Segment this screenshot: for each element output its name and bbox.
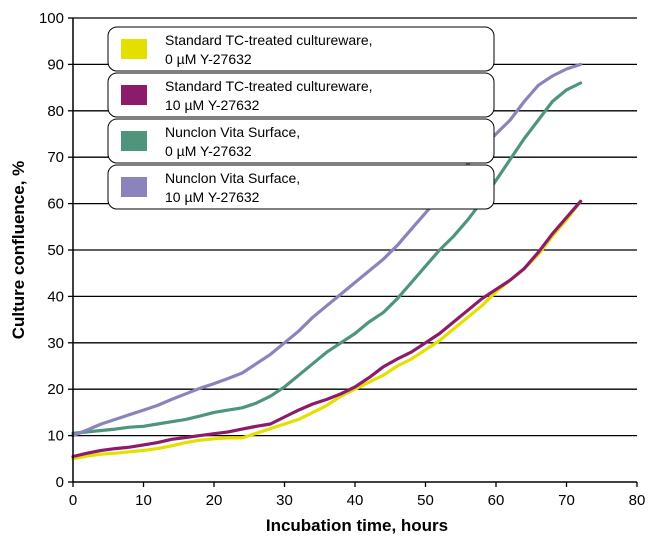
- legend: Standard TC-treated cultureware, 0 µM Y-2…: [107, 26, 495, 210]
- legend-box: [107, 72, 495, 118]
- x-tick-label: 60: [488, 492, 505, 509]
- tick-labels: 0 10 20 30 40 50 60 70 80 90 100 0 10 20 30 40 50 60 70 80: [39, 10, 645, 509]
- x-tick-label: 80: [629, 492, 646, 509]
- y-tick-label: 90: [47, 56, 64, 73]
- legend-box: [107, 26, 495, 72]
- legend-swatch: [121, 177, 147, 197]
- series-layer: [71, 62, 583, 461]
- legend-label: Standard TC-treated cultureware,: [165, 78, 373, 94]
- x-axis-label: Incubation time, hours: [266, 516, 448, 535]
- y-tick-label: 0: [56, 474, 64, 491]
- y-tick-label: 80: [47, 103, 64, 120]
- y-tick-label: 30: [47, 335, 64, 352]
- x-tick-label: 30: [276, 492, 293, 509]
- legend-swatch: [121, 39, 147, 59]
- y-tick-label: 40: [47, 288, 64, 305]
- legend-label-line2: 0 µM Y-27632: [165, 51, 252, 67]
- legend-swatch: [121, 85, 147, 105]
- legend-box: [107, 164, 495, 210]
- legend-label: Nunclon Vita Surface,: [165, 170, 300, 186]
- y-tick-label: 50: [47, 242, 64, 259]
- x-tick-label: 70: [558, 492, 575, 509]
- legend-label: Standard TC-treated cultureware,: [165, 32, 373, 48]
- series-line-3: [71, 81, 583, 435]
- series-line-2: [71, 199, 583, 459]
- x-tick-label: 0: [69, 492, 77, 509]
- y-tick-label: 60: [47, 196, 64, 213]
- legend-item-4: Nunclon Vita Surface, 10 µM Y-27632: [107, 164, 495, 210]
- legend-label-line2: 10 µM Y-27632: [165, 97, 260, 113]
- y-axis-label: Culture confluence, %: [9, 161, 28, 340]
- y-tick-label: 20: [47, 381, 64, 398]
- legend-swatch: [121, 131, 147, 151]
- series-line-4: [71, 62, 583, 438]
- x-tick-label: 20: [206, 492, 223, 509]
- x-tick-label: 10: [135, 492, 152, 509]
- legend-item-1: Standard TC-treated cultureware, 0 µM Y-2…: [107, 26, 495, 72]
- y-tick-label: 100: [39, 10, 64, 27]
- legend-box: [107, 118, 495, 164]
- series-line-1: [71, 199, 583, 461]
- legend-label-line2: 10 µM Y-27632: [165, 189, 260, 205]
- x-tick-label: 50: [417, 492, 434, 509]
- y-tick-label: 70: [47, 149, 64, 166]
- legend-item-3: Nunclon Vita Surface, 0 µM Y-27632: [107, 118, 495, 164]
- axes: [68, 17, 638, 487]
- y-tick-label: 10: [47, 428, 64, 445]
- legend-label: Nunclon Vita Surface,: [165, 124, 300, 140]
- x-tick-label: 40: [347, 492, 364, 509]
- legend-item-2: Standard TC-treated cultureware, 10 µM Y-…: [107, 72, 495, 118]
- legend-label-line2: 0 µM Y-27632: [165, 143, 252, 159]
